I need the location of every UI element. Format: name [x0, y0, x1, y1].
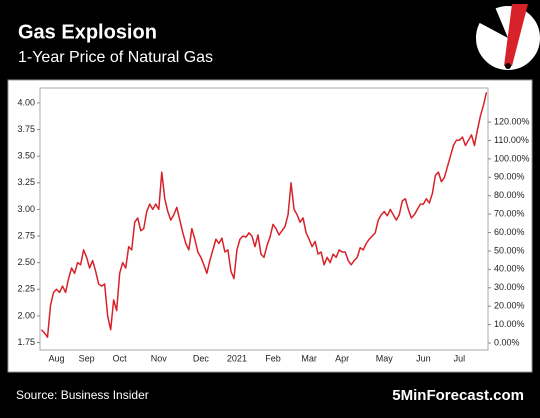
price-line: [40, 92, 488, 338]
y-tick-label: 1.75: [17, 337, 35, 347]
y-tick-label: 4.00: [17, 97, 35, 107]
x-tick-label: Jun: [416, 353, 431, 363]
x-tick-label: May: [376, 353, 394, 363]
x-tick-label: 2021: [227, 353, 247, 363]
source-note: Source: Business Insider: [16, 388, 149, 402]
y-tick-label: 2.00: [17, 310, 35, 320]
y2-tick-label: 70.00%: [494, 208, 525, 218]
plot-frame: [39, 87, 489, 351]
brand: 5MinForecast.com: [392, 387, 524, 404]
y-tick-label: 2.50: [17, 257, 35, 267]
y2-tick-label: 10.00%: [494, 319, 525, 329]
chart-subtitle: 1-Year Price of Natural Gas: [18, 49, 213, 66]
y2-tick-label: 80.00%: [494, 190, 525, 200]
y2-tick-label: 120.00%: [494, 116, 530, 126]
y2-tick-label: 100.00%: [494, 153, 530, 163]
y-tick-label: 2.25: [17, 284, 35, 294]
y2-tick-label: 60.00%: [494, 227, 525, 237]
x-tick-label: Mar: [301, 353, 317, 363]
y2-tick-label: 50.00%: [494, 245, 525, 255]
x-tick-label: Oct: [113, 353, 128, 363]
x-tick-label: Dec: [193, 353, 210, 363]
y2-tick-label: 110.00%: [494, 135, 529, 145]
gauge-icon: [472, 2, 540, 74]
y-tick-label: 3.00: [17, 204, 35, 214]
y2-tick-label: 90.00%: [494, 172, 525, 182]
x-tick-label: Nov: [151, 353, 168, 363]
y2-tick-label: 20.00%: [494, 301, 525, 311]
y2-tick-label: 40.00%: [494, 264, 525, 274]
y-tick-label: 3.50: [17, 151, 35, 161]
x-tick-label: Feb: [265, 353, 281, 363]
y2-tick-label: 0.00%: [494, 337, 520, 347]
x-tick-label: Sep: [79, 353, 95, 363]
x-tick-label: Aug: [49, 353, 65, 363]
y-tick-label: 3.25: [17, 177, 35, 187]
x-tick-label: Jul: [454, 353, 466, 363]
y-tick-label: 2.75: [17, 230, 35, 240]
chart-title: Gas Explosion: [18, 21, 157, 43]
y-tick-label: 3.75: [17, 124, 35, 134]
x-tick-label: Apr: [335, 353, 349, 363]
y2-tick-label: 30.00%: [494, 282, 525, 292]
